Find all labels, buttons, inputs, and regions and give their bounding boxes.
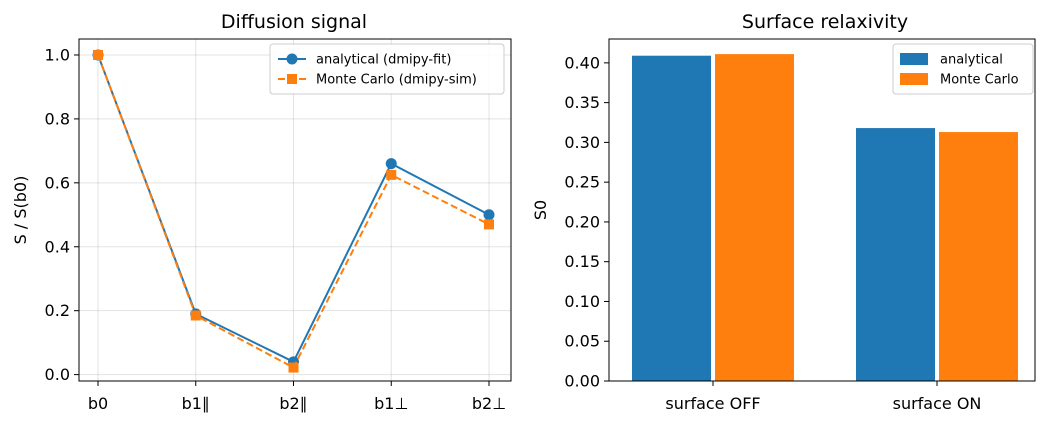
- bar-x-tick-label: surface ON: [893, 394, 982, 413]
- bar-y-tick-label: 0.00: [564, 372, 600, 391]
- line-series-1-point: [484, 219, 494, 230]
- bar-y-tick-label: 0.10: [564, 292, 600, 311]
- bar-legend-label: analytical: [940, 53, 1003, 68]
- line-chart-frame: [78, 38, 512, 382]
- line-series-0-point: [483, 209, 495, 221]
- bar-legend-swatch: [900, 73, 928, 85]
- bar-chart-y-ticks: 0.00 0.05 0.10 0.15 0.20 0.25 0.30 0.35 0.40: [564, 53, 609, 391]
- line-y-tick-label: 0.2: [45, 301, 70, 320]
- bar-chart-legend: analytical Monte Carlo: [892, 43, 1034, 95]
- line-chart-legend: analytical (dmipy-fit) Monte Carlo (dmipy…: [269, 43, 505, 95]
- line-chart-x-ticks: b0 b1∥ b2∥ b1⊥ b2⊥: [88, 381, 506, 413]
- line-series-1-point: [386, 169, 397, 180]
- bar-0-0: [632, 55, 711, 381]
- bar-x-tick-label: surface OFF: [665, 394, 760, 413]
- line-series-1-point: [190, 310, 201, 321]
- line-legend-box: [269, 43, 505, 95]
- diffusion-signal-chart: Diffusion signal 0.0 0.2 0.4 0.6 0.8 1.0 b0 b1…: [11, 11, 512, 413]
- line-series-0-point: [385, 158, 397, 170]
- bar-chart-title: Surface relaxivity: [742, 11, 908, 33]
- line-y-tick-label: 0.8: [45, 109, 70, 128]
- bar-0-1: [856, 128, 935, 381]
- line-y-tick-label: 1.0: [45, 45, 70, 64]
- bar-y-tick-label: 0.40: [564, 53, 600, 72]
- bar-y-tick-label: 0.30: [564, 133, 600, 152]
- line-series-1-point: [288, 362, 299, 373]
- bar-y-tick-label: 0.20: [564, 212, 600, 231]
- line-y-tick-label: 0.0: [45, 365, 70, 384]
- bar-chart-ylabel: S0: [531, 200, 550, 220]
- bar-y-tick-label: 0.25: [564, 173, 600, 192]
- bar-chart-frame: [608, 38, 1036, 382]
- bar-y-tick-label: 0.15: [564, 252, 600, 271]
- line-legend-marker: [286, 53, 298, 65]
- line-legend-label: analytical (dmipy-fit): [316, 53, 451, 68]
- line-x-tick-label: b2⊥: [472, 394, 506, 413]
- bar-y-tick-label: 0.05: [564, 332, 600, 351]
- line-x-tick-label: b0: [88, 394, 108, 413]
- line-chart-ylabel: S / S(b0): [11, 176, 30, 245]
- line-series-1-point: [93, 49, 103, 60]
- line-chart-series: [92, 49, 495, 373]
- line-chart-y-ticks: 0.0 0.2 0.4 0.6 0.8 1.0: [45, 45, 79, 384]
- line-x-tick-label: b1∥: [182, 394, 210, 413]
- surface-relaxivity-chart: Surface relaxivity 0.000.050.100.150.200…: [531, 11, 1036, 413]
- line-legend-marker: [287, 74, 297, 84]
- line-x-tick-label: b2∥: [279, 394, 307, 413]
- bar-1-0: [715, 54, 794, 381]
- line-y-tick-label: 0.6: [45, 173, 70, 192]
- line-x-tick-label: b1⊥: [374, 394, 408, 413]
- line-legend-label: Monte Carlo (dmipy-sim): [316, 73, 477, 88]
- bar-1-1: [939, 132, 1018, 381]
- bar-y-tick-label: 0.35: [564, 93, 600, 112]
- bar-chart-x-ticks: surface OFF surface ON: [665, 381, 981, 413]
- bar-legend-label: Monte Carlo: [940, 73, 1019, 88]
- bar-chart-bars: [632, 54, 1018, 381]
- line-chart-title: Diffusion signal: [221, 11, 367, 33]
- bar-legend-swatch: [900, 53, 928, 65]
- line-y-tick-label: 0.4: [45, 237, 70, 256]
